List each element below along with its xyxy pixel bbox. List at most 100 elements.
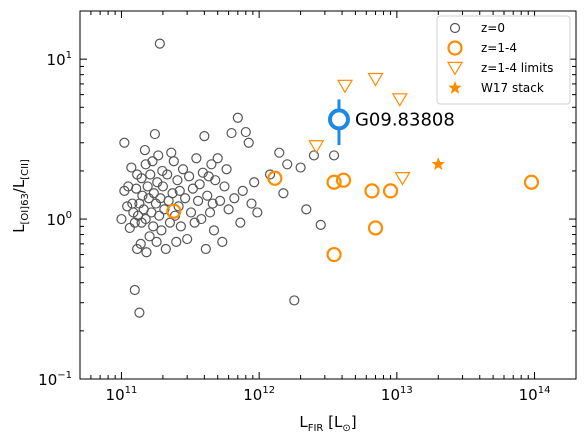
data-point-z0 — [159, 204, 170, 215]
y-tick-label: 101 — [47, 50, 72, 69]
data-point-z0 — [219, 181, 230, 192]
data-point-z0 — [131, 183, 142, 194]
data-point-z0 — [149, 128, 161, 140]
legend-label: z=1-4 — [481, 41, 517, 55]
data-point-z0 — [156, 225, 167, 236]
axis-ticks — [79, 10, 577, 380]
data-point-z0 — [249, 177, 260, 188]
data-point-z0 — [136, 173, 147, 184]
data-point-z0 — [139, 144, 150, 156]
data-point-z0 — [185, 207, 197, 218]
data-point-z1-4 — [367, 220, 384, 236]
data-point-z0 — [194, 179, 205, 190]
legend-marker-limits — [446, 61, 464, 76]
data-point-z0 — [144, 231, 155, 242]
data-point-z0 — [148, 188, 159, 199]
data-point-z0 — [140, 213, 151, 225]
data-point-z0 — [162, 169, 173, 180]
data-point-z1-4 — [364, 183, 380, 199]
legend-marker-z1-4 — [447, 40, 463, 56]
data-point-z1-4 — [326, 174, 342, 190]
legend-label: z=1-4 limits — [481, 61, 553, 75]
data-point-z0 — [229, 193, 240, 204]
data-point-z0 — [164, 217, 176, 228]
data-point-z0 — [308, 150, 320, 161]
data-point-z0 — [166, 147, 177, 158]
data-point-z0 — [172, 175, 183, 186]
data-point-z1-4-limit — [308, 140, 325, 154]
data-point-z1-4-limit — [336, 79, 354, 94]
plot-border — [79, 10, 577, 380]
data-point-z0 — [154, 38, 165, 49]
data-point-z0 — [151, 236, 162, 247]
data-point-z0 — [289, 295, 300, 306]
x-tick-labels: 1011 1012 1013 1014 — [106, 385, 551, 404]
data-point-z0 — [192, 195, 204, 206]
data-point-z0 — [235, 217, 246, 228]
data-point-z0 — [137, 190, 148, 201]
data-point-z0 — [140, 159, 151, 170]
y-tick-label: 10−1 — [38, 370, 72, 389]
data-point-z1-4 — [523, 174, 540, 190]
data-point-z0 — [197, 167, 208, 178]
data-point-z0 — [175, 221, 186, 232]
data-point-z0 — [196, 213, 207, 225]
data-point-z0 — [212, 153, 223, 164]
data-point-z0 — [252, 207, 263, 218]
data-point-z0 — [134, 307, 145, 318]
data-point-z0 — [116, 213, 127, 225]
data-point-z0 — [226, 127, 237, 139]
data-point-z0 — [180, 193, 191, 204]
data-point-z0 — [246, 198, 257, 209]
data-point-z0 — [214, 195, 226, 206]
data-point-z1-4 — [335, 172, 352, 188]
data-point-z0 — [207, 198, 218, 209]
data-point-z0 — [295, 162, 306, 173]
data-point-z1-4-limit — [394, 172, 411, 186]
data-point-z0 — [160, 243, 171, 255]
data-point-z0 — [282, 159, 293, 170]
data-point-z0 — [177, 164, 189, 175]
data-point-z0 — [167, 188, 178, 199]
y-axis-label: L[OI]63/L[CII] — [10, 159, 31, 233]
data-point-z0 — [223, 204, 234, 215]
data-point-z1-4 — [326, 246, 342, 263]
data-point-z1-4-limit — [367, 72, 384, 87]
x-tick-label: 1012 — [243, 385, 275, 404]
data-point-z0 — [315, 219, 326, 230]
data-point-z0 — [129, 217, 140, 228]
data-point-z0 — [202, 190, 213, 201]
data-point-z0 — [173, 201, 184, 212]
data-point-w17-stack — [431, 157, 445, 170]
data-point-z0 — [217, 236, 228, 247]
legend-box — [436, 15, 571, 105]
target-source: G09.83808 — [327, 99, 455, 146]
data-point-z0 — [204, 207, 216, 218]
data-point-z0 — [126, 162, 137, 173]
data-point-z0 — [122, 201, 133, 212]
data-point-z0 — [191, 153, 202, 164]
target-label: G09.83808 — [355, 109, 455, 130]
data-point-z1-4-limit — [391, 93, 408, 107]
data-point-z0 — [135, 238, 146, 249]
data-point-z0 — [278, 188, 289, 199]
data-point-z0 — [206, 159, 217, 170]
data-point-z0 — [141, 247, 152, 258]
data-point-z0 — [240, 126, 251, 138]
data-points — [116, 38, 540, 318]
data-point-z1-4 — [382, 183, 399, 199]
data-point-z0 — [129, 284, 140, 296]
data-point-z0 — [274, 147, 285, 158]
data-point-z0 — [132, 243, 143, 255]
data-point-z0 — [157, 181, 169, 192]
data-point-z0 — [264, 169, 276, 180]
data-point-z0 — [210, 175, 221, 186]
x-tick-label: 1013 — [381, 385, 413, 404]
data-point-z0 — [148, 221, 159, 232]
x-tick-label: 1011 — [106, 385, 138, 404]
data-point-z0 — [200, 243, 211, 255]
data-point-z1-4 — [166, 203, 182, 219]
legend-marker-w17 — [448, 81, 462, 94]
data-point-z0 — [184, 171, 195, 182]
